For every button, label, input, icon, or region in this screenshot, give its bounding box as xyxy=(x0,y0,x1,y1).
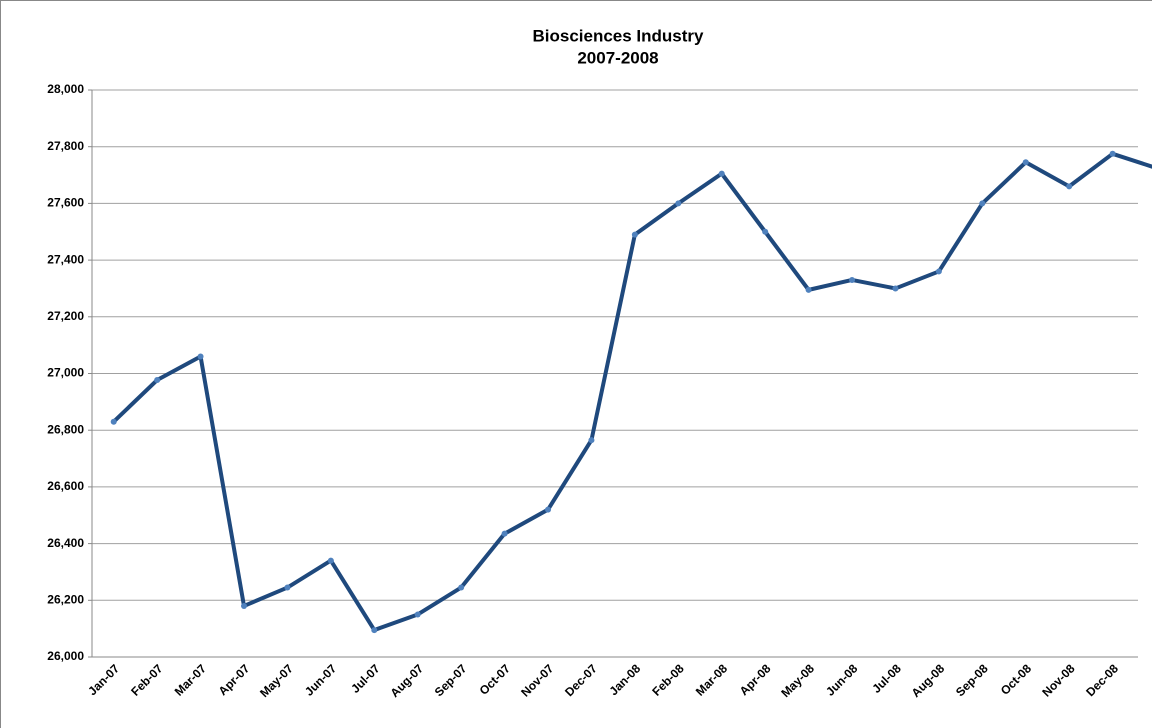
x-tick-label: Aug-08 xyxy=(909,661,948,700)
x-tick-label: Mar-07 xyxy=(172,661,209,698)
x-tick-label: Jun-08 xyxy=(823,661,860,698)
data-point xyxy=(979,200,986,207)
y-tick-label: 27,600 xyxy=(47,196,84,210)
data-point xyxy=(284,584,291,591)
x-tick-label: Sep-08 xyxy=(953,661,991,699)
x-tick-label: Jan-07 xyxy=(85,661,122,698)
x-tick-label: Nov-08 xyxy=(1039,661,1077,699)
y-tick-label: 27,800 xyxy=(47,139,84,153)
chart-title: Biosciences Industry xyxy=(532,26,704,45)
x-tick-label: May-08 xyxy=(778,661,817,700)
data-point xyxy=(631,231,638,238)
data-point xyxy=(501,530,508,537)
data-point xyxy=(154,377,161,384)
data-point xyxy=(805,286,812,293)
x-tick-label: Mar-08 xyxy=(693,661,730,698)
data-point xyxy=(1066,183,1073,190)
y-tick-label: 27,200 xyxy=(47,309,84,323)
data-point xyxy=(1022,159,1029,166)
data-point xyxy=(545,506,552,513)
data-point xyxy=(588,437,595,444)
data-point xyxy=(327,557,334,564)
data-point xyxy=(458,584,465,591)
x-tick-label: Jan-08 xyxy=(606,661,643,698)
y-tick-label: 26,600 xyxy=(47,479,84,493)
x-tick-label: Sep-07 xyxy=(432,661,470,699)
x-tick-label: Jul-08 xyxy=(869,661,904,696)
data-point xyxy=(110,418,117,425)
x-tick-label: Dec-08 xyxy=(1083,661,1121,699)
y-tick-label: 26,400 xyxy=(47,536,84,550)
data-point xyxy=(849,276,856,283)
x-tick-label: Jun-07 xyxy=(302,661,339,698)
y-tick-label: 27,000 xyxy=(47,366,84,380)
data-point xyxy=(414,611,421,618)
data-line xyxy=(112,151,1152,633)
x-tick-label: May-07 xyxy=(257,661,296,700)
data-point xyxy=(935,268,942,275)
data-point xyxy=(241,602,248,609)
data-point xyxy=(371,627,378,634)
y-tick-label: 27,400 xyxy=(47,252,84,266)
x-tick-label: Jul-07 xyxy=(348,661,383,696)
x-tick-label: Feb-08 xyxy=(649,661,686,698)
x-tick-label: Aug-07 xyxy=(387,661,426,700)
y-tick-label: 28,000 xyxy=(47,82,84,96)
data-point xyxy=(197,353,204,360)
x-tick-label: Apr-08 xyxy=(737,661,774,698)
x-tick-label: Apr-07 xyxy=(216,661,253,698)
x-tick-label: Nov-07 xyxy=(518,661,556,699)
x-tick-label: Oct-07 xyxy=(477,661,514,698)
x-tick-label: Dec-07 xyxy=(562,661,600,699)
x-tick-label: Oct-08 xyxy=(998,661,1035,698)
y-tick-label: 26,800 xyxy=(47,422,84,436)
data-point xyxy=(675,200,682,207)
y-tick-label: 26,200 xyxy=(47,592,84,606)
chart-subtitle: 2007-2008 xyxy=(577,48,658,67)
x-tick-label: Feb-07 xyxy=(128,661,165,698)
data-point xyxy=(892,285,899,292)
data-point xyxy=(1109,150,1116,157)
data-point xyxy=(718,170,725,177)
y-tick-label: 26,000 xyxy=(47,649,84,663)
data-point xyxy=(762,228,769,235)
